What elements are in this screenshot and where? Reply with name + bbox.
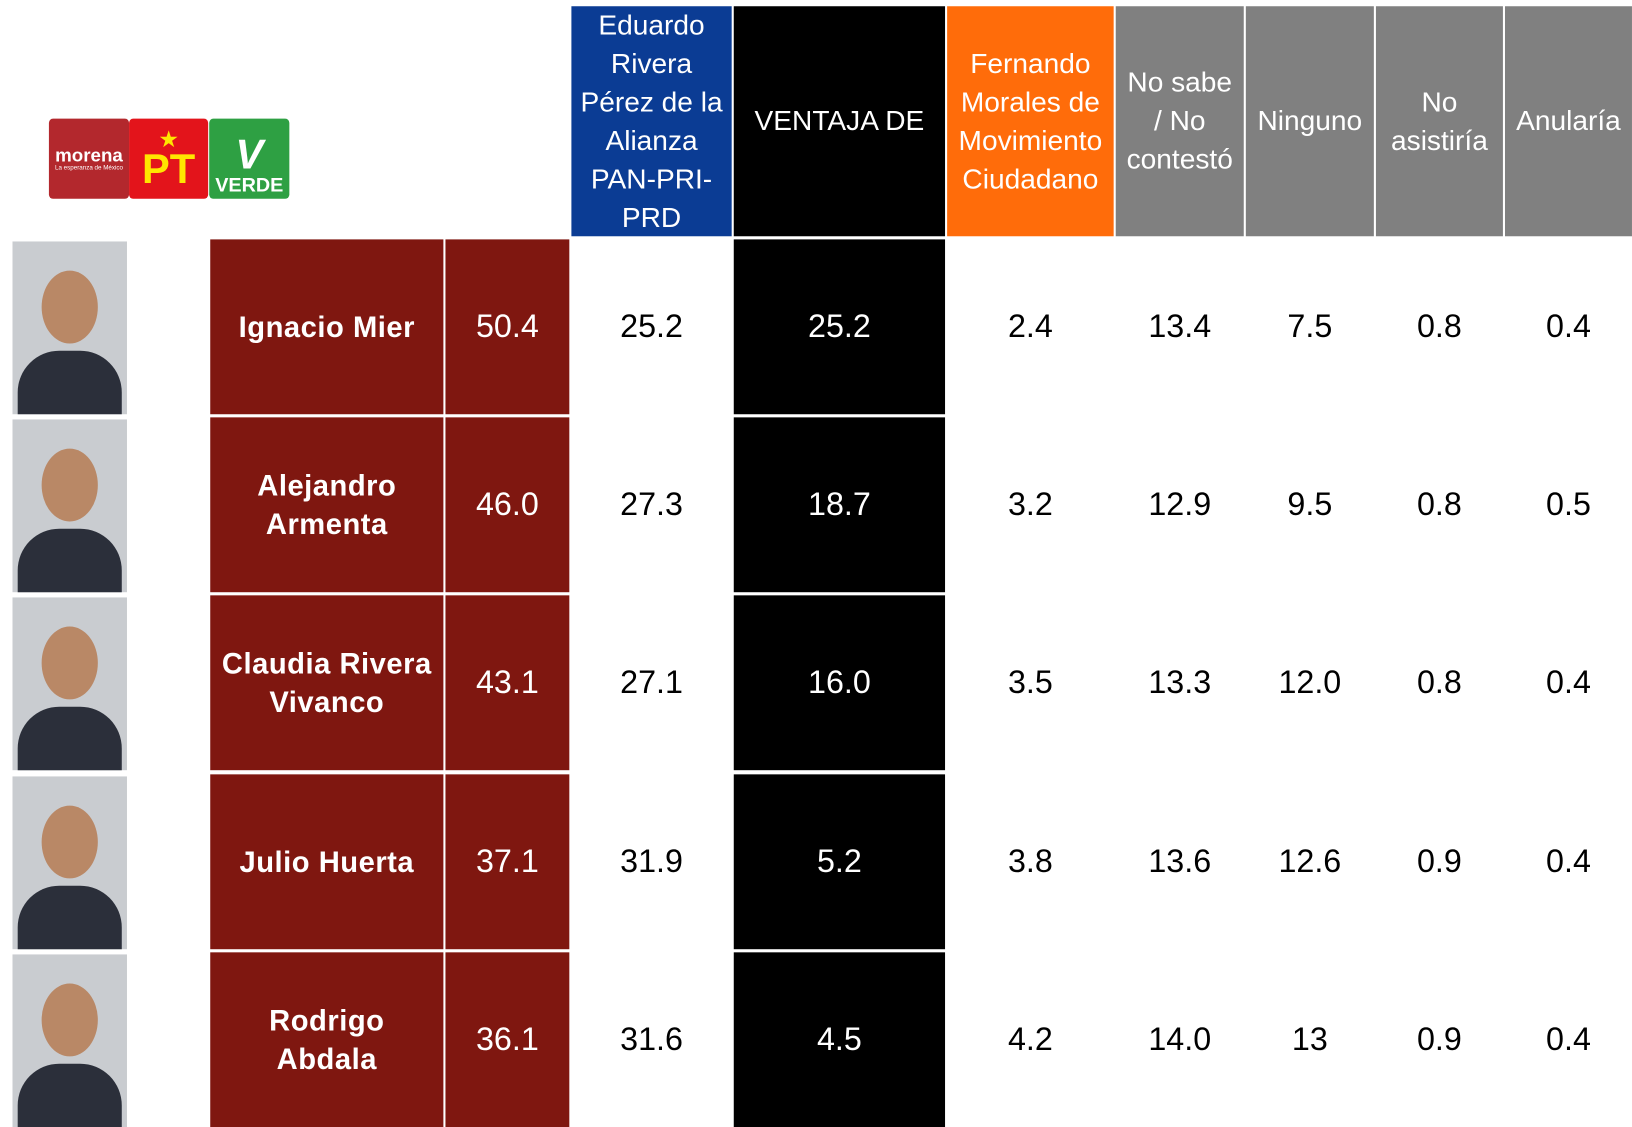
star: ★ — [158, 125, 179, 152]
value-cell: 5.2 — [733, 774, 946, 950]
value-cell: 0.8 — [1375, 417, 1503, 593]
value-cell: 9.5 — [1245, 417, 1374, 593]
value-cell: 0.8 — [1375, 595, 1503, 771]
value-cell: 4.2 — [947, 952, 1114, 1127]
column-header: Eduardo Rivera Pérez de la Alianza PAN-P… — [571, 6, 732, 237]
value-cell: 36.1 — [445, 952, 570, 1127]
photo-head — [41, 626, 98, 700]
value-cell: 0.4 — [1504, 595, 1632, 771]
photo-body — [17, 706, 122, 771]
candidate-name: Claudia Rivera Vivanco — [210, 595, 444, 771]
value-cell: 0.5 — [1504, 417, 1632, 593]
photo-body — [17, 1063, 122, 1127]
value-cell: 4.5 — [733, 952, 946, 1127]
candidate-name: Ignacio Mier — [210, 239, 444, 415]
morena-logo: morena La esperanza de México — [48, 118, 130, 199]
value-cell: 0.4 — [1504, 952, 1632, 1127]
photo-head — [41, 805, 98, 879]
photo-body — [17, 350, 122, 415]
v-mark: V — [235, 132, 264, 178]
value-cell: 12.6 — [1245, 774, 1374, 950]
photo-head — [41, 448, 98, 522]
value-cell: 12.0 — [1245, 595, 1374, 771]
column-header: VENTAJA DE — [733, 6, 946, 237]
value-cell: 13.4 — [1115, 239, 1244, 415]
logo-tagline: La esperanza de México — [54, 164, 124, 172]
value-cell: 13 — [1245, 952, 1374, 1127]
photo-head — [41, 270, 98, 344]
candidate-photo — [12, 419, 127, 593]
value-cell: 2.4 — [947, 239, 1114, 415]
verde-logo: V VERDE — [209, 118, 290, 199]
logo-text: VERDE — [215, 174, 284, 197]
logo-text: PT — [142, 146, 196, 193]
value-cell: 18.7 — [733, 417, 946, 593]
column-header: Anularía — [1504, 6, 1632, 237]
value-cell: 46.0 — [445, 417, 570, 593]
photo-body — [17, 885, 122, 950]
candidate-photo — [12, 597, 127, 771]
value-cell: 0.4 — [1504, 239, 1632, 415]
value-cell: 25.2 — [571, 239, 732, 415]
value-cell: 0.9 — [1375, 952, 1503, 1127]
value-cell: 31.9 — [571, 774, 732, 950]
value-cell: 13.6 — [1115, 774, 1244, 950]
value-cell: 27.1 — [571, 595, 732, 771]
value-cell: 25.2 — [733, 239, 946, 415]
value-cell: 43.1 — [445, 595, 570, 771]
value-cell: 14.0 — [1115, 952, 1244, 1127]
value-cell: 27.3 — [571, 417, 732, 593]
candidate-name: Julio Huerta — [210, 774, 444, 950]
pt-logo: ★ PT — [129, 118, 209, 199]
candidate-photo — [12, 241, 127, 415]
value-cell: 37.1 — [445, 774, 570, 950]
candidate-name: Alejandro Armenta — [210, 417, 444, 593]
value-cell: 3.5 — [947, 595, 1114, 771]
value-cell: 12.9 — [1115, 417, 1244, 593]
column-header: Fernando Morales de Movimiento Ciudadano — [947, 6, 1114, 237]
value-cell: 7.5 — [1245, 239, 1374, 415]
logo-text: morena — [55, 144, 123, 165]
value-cell: 0.8 — [1375, 239, 1503, 415]
column-header: No sabe / No contestó — [1115, 6, 1244, 237]
photo-body — [17, 528, 122, 593]
candidate-name: Rodrigo Abdala — [210, 952, 444, 1127]
value-cell: 16.0 — [733, 595, 946, 771]
value-cell: 31.6 — [571, 952, 732, 1127]
value-cell: 3.8 — [947, 774, 1114, 950]
column-header: Ninguno — [1245, 6, 1374, 237]
value-cell: 13.3 — [1115, 595, 1244, 771]
value-cell: 0.9 — [1375, 774, 1503, 950]
value-cell: 0.4 — [1504, 774, 1632, 950]
candidate-photo — [12, 954, 127, 1127]
value-cell: 3.2 — [947, 417, 1114, 593]
column-header: No asistiría — [1375, 6, 1503, 237]
photo-head — [41, 983, 98, 1057]
candidate-photo — [12, 776, 127, 950]
value-cell: 50.4 — [445, 239, 570, 415]
